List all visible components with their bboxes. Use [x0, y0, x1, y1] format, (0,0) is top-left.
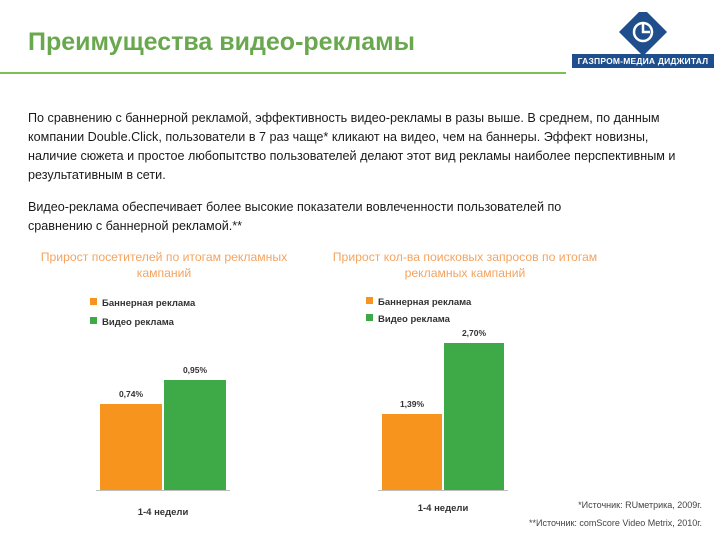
chart1-legend-video-label: Видео реклама — [102, 317, 174, 328]
chart2-bar-banner — [382, 414, 442, 490]
chart1-legend-video-swatch — [90, 317, 97, 324]
chart1-legend-banner: Баннерная реклама — [90, 298, 195, 309]
chart1-bar-video — [164, 379, 226, 490]
footnote-comscore: **Источник: comScore Video Metrix, 2010г… — [528, 518, 702, 528]
intro-paragraph: По сравнению с баннерной рекламой, эффек… — [28, 111, 676, 182]
title-underline — [0, 72, 566, 74]
chart1-x-category: 1-4 недели — [137, 507, 189, 518]
footnote-rumetrika: *Источник: RUметрика, 2009г. — [578, 500, 702, 510]
chart2-data-label-video: 2,70% — [461, 328, 487, 339]
chart1-bar-banner — [100, 404, 162, 490]
chart2-title: Прирост кол-ва поисковых запросов по ито… — [332, 250, 598, 280]
chart2-data-label-banner: 1,39% — [399, 399, 425, 410]
chart2-baseline — [378, 490, 508, 491]
chart1-legend-banner-swatch — [90, 298, 97, 305]
chart2-bar-video — [444, 343, 504, 490]
chart1-title: Прирост посетителей по итогам рекламных … — [40, 250, 288, 280]
logo-text: ГАЗПРОМ-МЕДИА ДИДЖИТАЛ — [572, 54, 714, 68]
chart1-data-label-video: 0,95% — [182, 364, 208, 375]
chart1-baseline — [96, 490, 230, 491]
page-title: Преимущества видео-рекламы — [28, 28, 416, 56]
logo-emblem-icon — [618, 12, 668, 57]
chart2-legend-video: Видео реклама — [366, 314, 450, 325]
chart2-legend-banner-swatch — [366, 297, 373, 304]
chart2-legend-video-swatch — [366, 314, 373, 321]
engagement-paragraph: Видео-реклама обеспечивает более высокие… — [28, 200, 562, 233]
chart2-legend-banner-label: Баннерная реклама — [378, 297, 472, 308]
chart1-data-label-banner: 0,74% — [118, 389, 144, 400]
chart2-legend-video-label: Видео реклама — [378, 314, 450, 325]
search-queries-growth-chart: Баннерная реклама Видео реклама 1-4 неде… — [366, 290, 526, 520]
chart1-legend-banner-label: Баннерная реклама — [102, 298, 196, 309]
gazprom-media-logo — [618, 12, 668, 57]
chart2-legend-banner: Баннерная реклама — [366, 297, 471, 308]
chart1-legend-video: Видео реклама — [90, 317, 174, 328]
visitors-growth-chart: Баннерная реклама Видео реклама 1-4 неде… — [90, 290, 260, 520]
chart2-x-category: 1-4 недели — [417, 503, 469, 514]
